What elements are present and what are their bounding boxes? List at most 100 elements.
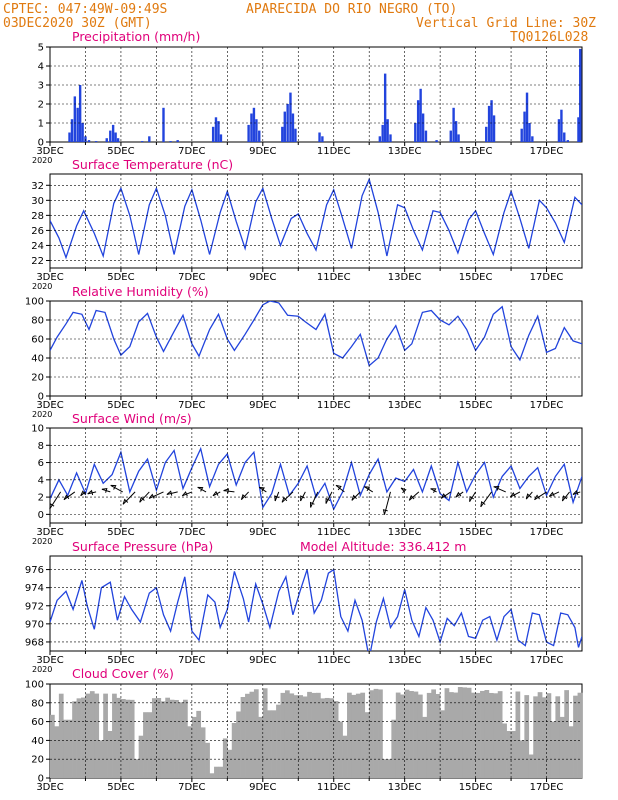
header-grid-line: Vertical Grid Line: 30Z bbox=[416, 16, 596, 31]
temp-ytick-label: 22 bbox=[31, 256, 44, 267]
pressure-xtick-label: 5DEC bbox=[107, 655, 134, 666]
header-station: CPTEC: 047:49W-09:49S bbox=[3, 2, 167, 17]
wind-arrow bbox=[310, 491, 319, 508]
temp-ytick-label: 26 bbox=[31, 226, 44, 237]
rh-ytick-label: 40 bbox=[31, 354, 44, 365]
precip-bar bbox=[211, 126, 215, 142]
cloud-xtick-label: 7DEC bbox=[178, 782, 205, 793]
rh-xtick-label: 13DEC bbox=[388, 400, 422, 411]
wind-arrow bbox=[223, 490, 235, 493]
cloud-bar bbox=[431, 689, 436, 778]
precip-bar bbox=[414, 123, 417, 142]
cloud-bar bbox=[218, 766, 224, 778]
precip-bar bbox=[528, 123, 531, 142]
wind-arrow bbox=[49, 491, 62, 510]
precip-xtick-label: 17DEC bbox=[530, 146, 564, 157]
pressure-frame bbox=[49, 555, 583, 652]
cloud-bar bbox=[112, 693, 117, 778]
cloud-bar bbox=[143, 712, 148, 778]
cloud-bar bbox=[160, 701, 166, 778]
wind-arrow bbox=[110, 484, 123, 493]
precip-bar bbox=[250, 113, 253, 142]
rh-xtick-label: 17DEC bbox=[530, 400, 564, 411]
cloud-bar bbox=[378, 689, 383, 778]
cloud-bar bbox=[271, 710, 277, 778]
cloud-bar bbox=[444, 688, 450, 778]
precip-bar bbox=[318, 132, 321, 142]
wind-arrow bbox=[182, 491, 193, 497]
wind-arrow-head bbox=[351, 494, 357, 501]
cloud-bar bbox=[249, 691, 255, 778]
cloud-bar bbox=[453, 692, 459, 778]
precip-bar bbox=[294, 128, 297, 142]
cloud-bar bbox=[324, 697, 330, 778]
wind-arrow-head bbox=[430, 488, 437, 493]
rh-frame bbox=[49, 300, 583, 397]
temp-line bbox=[50, 177, 582, 260]
precip-bar bbox=[457, 134, 460, 142]
wind-arrow-head bbox=[101, 487, 108, 493]
cloud-xtick-label: 5DEC bbox=[107, 782, 134, 793]
wind-arrow bbox=[335, 485, 345, 493]
cloud-bar bbox=[435, 693, 441, 778]
cloud-bar bbox=[533, 696, 538, 778]
wind-arrow bbox=[241, 491, 249, 501]
precip-bar bbox=[416, 100, 420, 142]
pressure-ytick-label: 974 bbox=[25, 583, 44, 594]
precip-bar bbox=[381, 124, 384, 142]
precip-ytick-label: 0 bbox=[38, 138, 44, 149]
cloud-bar bbox=[222, 738, 228, 778]
wind-xtick-label: 11DEC bbox=[317, 527, 351, 538]
wind-arrow-head bbox=[139, 496, 145, 503]
pressure-ytick-label: 970 bbox=[25, 619, 44, 630]
wind-ytick-label: 0 bbox=[38, 510, 44, 521]
cloud-xtick-label: 13DEC bbox=[388, 782, 422, 793]
pressure-xtick-label: 11DEC bbox=[317, 655, 351, 666]
precip-bar bbox=[421, 113, 425, 142]
wind-arrow-head bbox=[240, 493, 247, 500]
precip-xtick-label: 5DEC bbox=[107, 146, 134, 157]
wind-arrow-head bbox=[63, 494, 70, 500]
cloud-bar bbox=[98, 740, 104, 778]
cloud-bar bbox=[258, 716, 264, 778]
wind-ytick-label: 2 bbox=[38, 493, 44, 504]
precip-bar bbox=[531, 136, 534, 142]
precip-xtick-label: 7DEC bbox=[178, 146, 205, 157]
cloud-bar bbox=[550, 721, 556, 778]
precip-bar bbox=[490, 100, 493, 142]
cloud-bar bbox=[391, 719, 397, 778]
cloud-bar bbox=[54, 726, 60, 778]
wind-arrow-head bbox=[509, 492, 516, 498]
precip-bar bbox=[283, 111, 286, 142]
cloud-bar bbox=[440, 710, 445, 778]
cloud-bar bbox=[209, 773, 215, 778]
pressure-year-label: 2020 bbox=[32, 665, 52, 674]
precip-bar bbox=[435, 140, 438, 142]
wind-arrow-head bbox=[80, 490, 86, 497]
wind-arrow-head bbox=[87, 489, 94, 496]
cloud-bar bbox=[196, 710, 202, 778]
cloud-bar bbox=[457, 687, 463, 778]
cloud-bar bbox=[559, 716, 565, 778]
wind-arrow bbox=[493, 486, 506, 493]
header-date: 03DEC2020 30Z (GMT) bbox=[3, 16, 152, 31]
wind-title: Surface Wind (m/s) bbox=[72, 411, 192, 426]
wind-arrow-head bbox=[166, 490, 173, 496]
cloud-bar bbox=[568, 726, 574, 778]
cloud-bar bbox=[134, 759, 139, 778]
temp-year-label: 2020 bbox=[32, 282, 52, 291]
wind-arrow bbox=[408, 491, 420, 501]
precip-bar bbox=[454, 121, 458, 142]
cloud-bar bbox=[129, 699, 135, 778]
precip-bar bbox=[114, 132, 117, 142]
cloud-bar bbox=[76, 698, 82, 778]
cloud-bar bbox=[191, 716, 197, 778]
wind-arrow-head bbox=[122, 498, 129, 505]
wind-arrow-head bbox=[364, 486, 371, 492]
precip-bar bbox=[252, 107, 256, 142]
cloud-bar bbox=[67, 719, 73, 778]
temp-xtick-label: 3DEC bbox=[36, 272, 63, 283]
cloud-bar bbox=[493, 693, 499, 778]
wind-arrow-head bbox=[110, 484, 117, 490]
